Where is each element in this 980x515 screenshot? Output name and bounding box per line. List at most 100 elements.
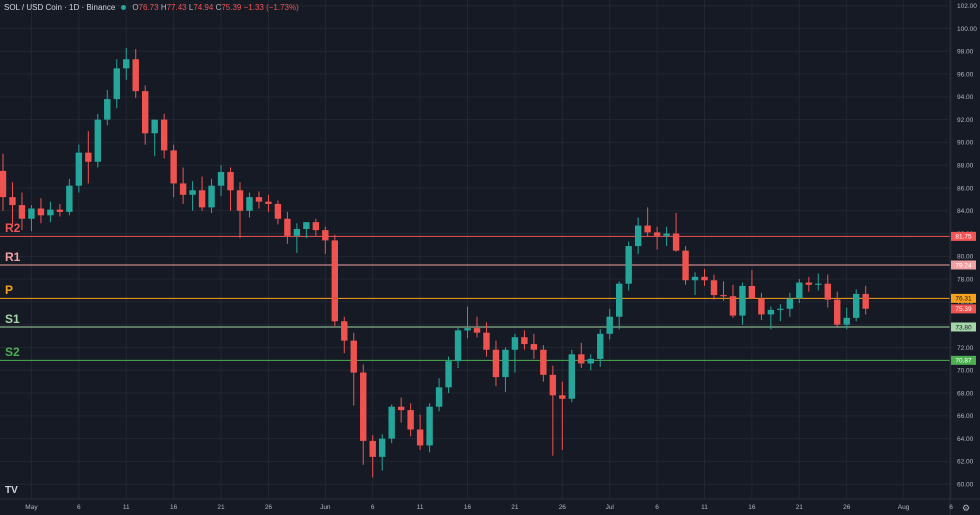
candle-body (445, 361, 452, 388)
time-tick-label: 16 (464, 504, 472, 511)
candle-body (748, 285, 756, 299)
candle-body (397, 406, 405, 411)
candle-body (682, 250, 689, 281)
candle-body (255, 197, 263, 202)
candle-body (691, 276, 699, 281)
candle-body (37, 208, 45, 216)
candle-body (473, 328, 481, 333)
candle-body (720, 295, 727, 297)
candle-body (331, 240, 338, 322)
candle-body (549, 374, 557, 396)
low-label: L (188, 3, 194, 12)
price-tag-label: 75.39 (955, 306, 972, 313)
time-tick-label: May (25, 504, 38, 511)
candle-body (94, 119, 101, 162)
time-tick-label: 6 (949, 504, 953, 511)
candle-body (729, 296, 737, 316)
candle-body (701, 276, 708, 281)
candle-body (663, 233, 670, 236)
time-tick-label: Jul (606, 504, 615, 511)
candle-body (653, 232, 661, 236)
symbol-title[interactable]: SOL / USD Coin · 1D · Binance (4, 3, 116, 12)
low-value: 74.94 (193, 3, 214, 12)
candle-body (587, 358, 594, 364)
price-tag (951, 304, 976, 314)
time-tick-label: 26 (265, 504, 273, 511)
open-value: 76.73 (138, 3, 159, 12)
time-tick-label: 26 (843, 504, 851, 511)
close-label: C (215, 3, 222, 12)
price-tick-label: 64.00 (957, 436, 974, 443)
candle-body (710, 280, 718, 296)
grid (0, 0, 952, 499)
candle-body (435, 387, 443, 407)
candle-body (758, 298, 765, 315)
time-tick-label: Jun (320, 504, 331, 511)
candle-body (75, 152, 83, 186)
level-label-s1: S1 (5, 311, 20, 326)
candle-body (492, 349, 500, 378)
candle-body (28, 208, 35, 219)
level-label-r1: R1 (5, 249, 21, 264)
price-tick-label: 84.00 (957, 208, 974, 215)
candle-body (578, 354, 585, 364)
time-tick-label: 6 (77, 504, 81, 511)
time-tick-label: 6 (655, 504, 659, 511)
candle-body (388, 406, 395, 439)
time-tick-label: 16 (170, 504, 178, 511)
candle-body (18, 205, 26, 219)
price-tag-label: 70.87 (955, 358, 972, 365)
candle-body (303, 222, 310, 229)
time-axis[interactable]: May 6 11 16 21 26 Jun 6 11 16 21 26 Jul 6 11 16 21 26 Aug 6 (25, 504, 953, 511)
price-tag (951, 293, 976, 303)
candle-body (767, 309, 775, 315)
candle-body (198, 190, 206, 208)
candle-body (360, 372, 367, 441)
candle-body (559, 395, 566, 399)
price-tag-label: 76.31 (955, 296, 972, 303)
price-tag-label: 73.80 (955, 324, 972, 331)
candle-body (341, 321, 348, 341)
candle-body (189, 190, 196, 195)
candle-body (634, 225, 642, 247)
price-tick-label: 94.00 (957, 94, 974, 101)
price-tick-label: 100.00 (957, 26, 977, 33)
candle-body (464, 328, 471, 331)
candle-body (151, 119, 158, 134)
candle-body (739, 285, 746, 316)
candle-body (606, 316, 613, 334)
candle-body (179, 183, 187, 195)
candle-body (416, 429, 424, 446)
candle-body (208, 185, 215, 208)
tradingview-logo-icon[interactable]: TV (5, 485, 18, 496)
candle-body (805, 282, 812, 285)
time-tick-label: 11 (417, 504, 424, 511)
price-tick-label: 90.00 (957, 140, 974, 147)
level-label-p: P (5, 283, 14, 298)
market-status-icon (121, 5, 127, 11)
candle-body (56, 209, 64, 212)
candle-body (616, 283, 623, 317)
candle-body (530, 344, 538, 350)
candle-body (113, 68, 120, 100)
settings-gear-icon[interactable]: ⚙ (962, 503, 971, 513)
price-tag (951, 322, 976, 332)
price-tag (951, 260, 976, 270)
time-tick-label: 21 (796, 504, 804, 511)
time-tick-label: 11 (123, 504, 130, 511)
price-tag (951, 355, 976, 365)
candle-body (246, 197, 253, 211)
price-tick-label: 68.00 (957, 390, 974, 397)
candle-body (483, 332, 490, 350)
price-tick-label: 70.00 (957, 368, 974, 375)
symbol-header[interactable]: SOL / USD Coin · 1D · Binance O76.73 H77.… (4, 3, 299, 12)
candle-body (293, 228, 301, 236)
candle-body (568, 354, 575, 399)
candle-body (0, 170, 7, 198)
candle-body (853, 293, 860, 318)
candle-body (284, 218, 291, 236)
candle-body (132, 59, 139, 92)
candle-body (350, 340, 357, 373)
price-tick-label: 86.00 (957, 185, 974, 192)
